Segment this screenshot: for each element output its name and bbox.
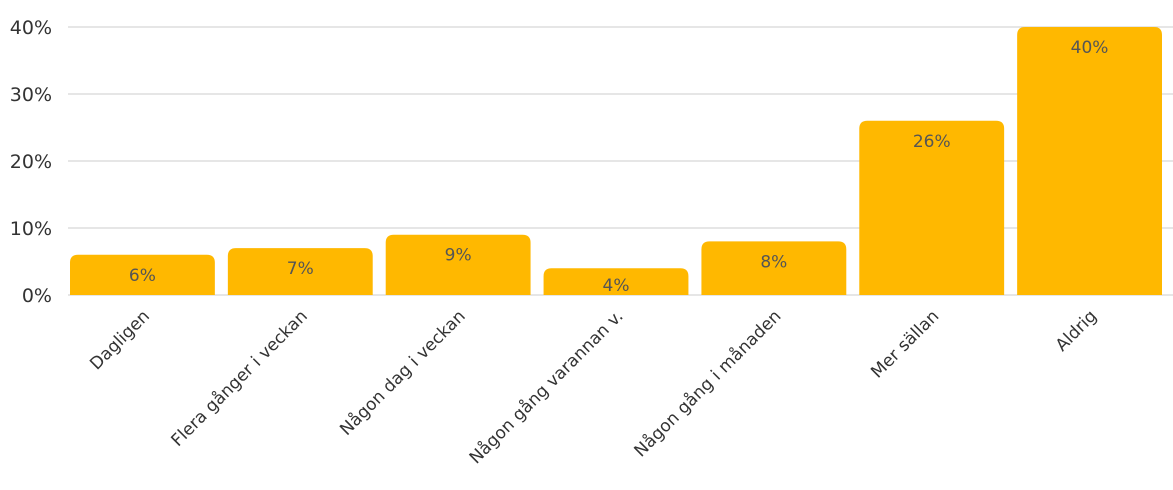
bars: 6% 7% 9% 4% 8% 26% 40% xyxy=(70,27,1162,296)
y-tick-label: 20% xyxy=(10,151,52,173)
data-label: 6% xyxy=(129,266,156,286)
data-label: 8% xyxy=(760,252,787,272)
y-tick-label: 40% xyxy=(10,17,52,39)
data-label: 7% xyxy=(287,259,314,279)
y-axis: 0% 10% 20% 30% 40% xyxy=(10,17,52,307)
data-label: 40% xyxy=(1071,38,1109,58)
category-label: Någon gång varannan v. xyxy=(465,306,628,469)
bar xyxy=(701,241,847,295)
category-label: Flera gånger i veckan xyxy=(167,306,312,451)
x-axis: Dagligen Flera gånger i veckan Någon dag i… xyxy=(86,306,1101,469)
data-label: 4% xyxy=(603,276,630,296)
bar xyxy=(1017,27,1162,295)
y-tick-label: 0% xyxy=(22,285,52,307)
category-label: Någon gång i månaden xyxy=(630,306,786,462)
bar xyxy=(543,268,689,295)
bar xyxy=(385,234,531,295)
category-label: Mer sällan xyxy=(867,306,943,382)
data-label: 26% xyxy=(913,132,951,152)
data-label: 9% xyxy=(445,246,472,266)
bar xyxy=(227,248,373,295)
category-label: Någon dag i veckan xyxy=(336,306,470,440)
y-tick-label: 10% xyxy=(10,218,52,240)
category-label: Dagligen xyxy=(86,306,154,374)
category-label: Aldrig xyxy=(1052,306,1101,355)
bar xyxy=(70,254,215,295)
bar xyxy=(859,120,1005,295)
y-tick-label: 30% xyxy=(10,84,52,106)
